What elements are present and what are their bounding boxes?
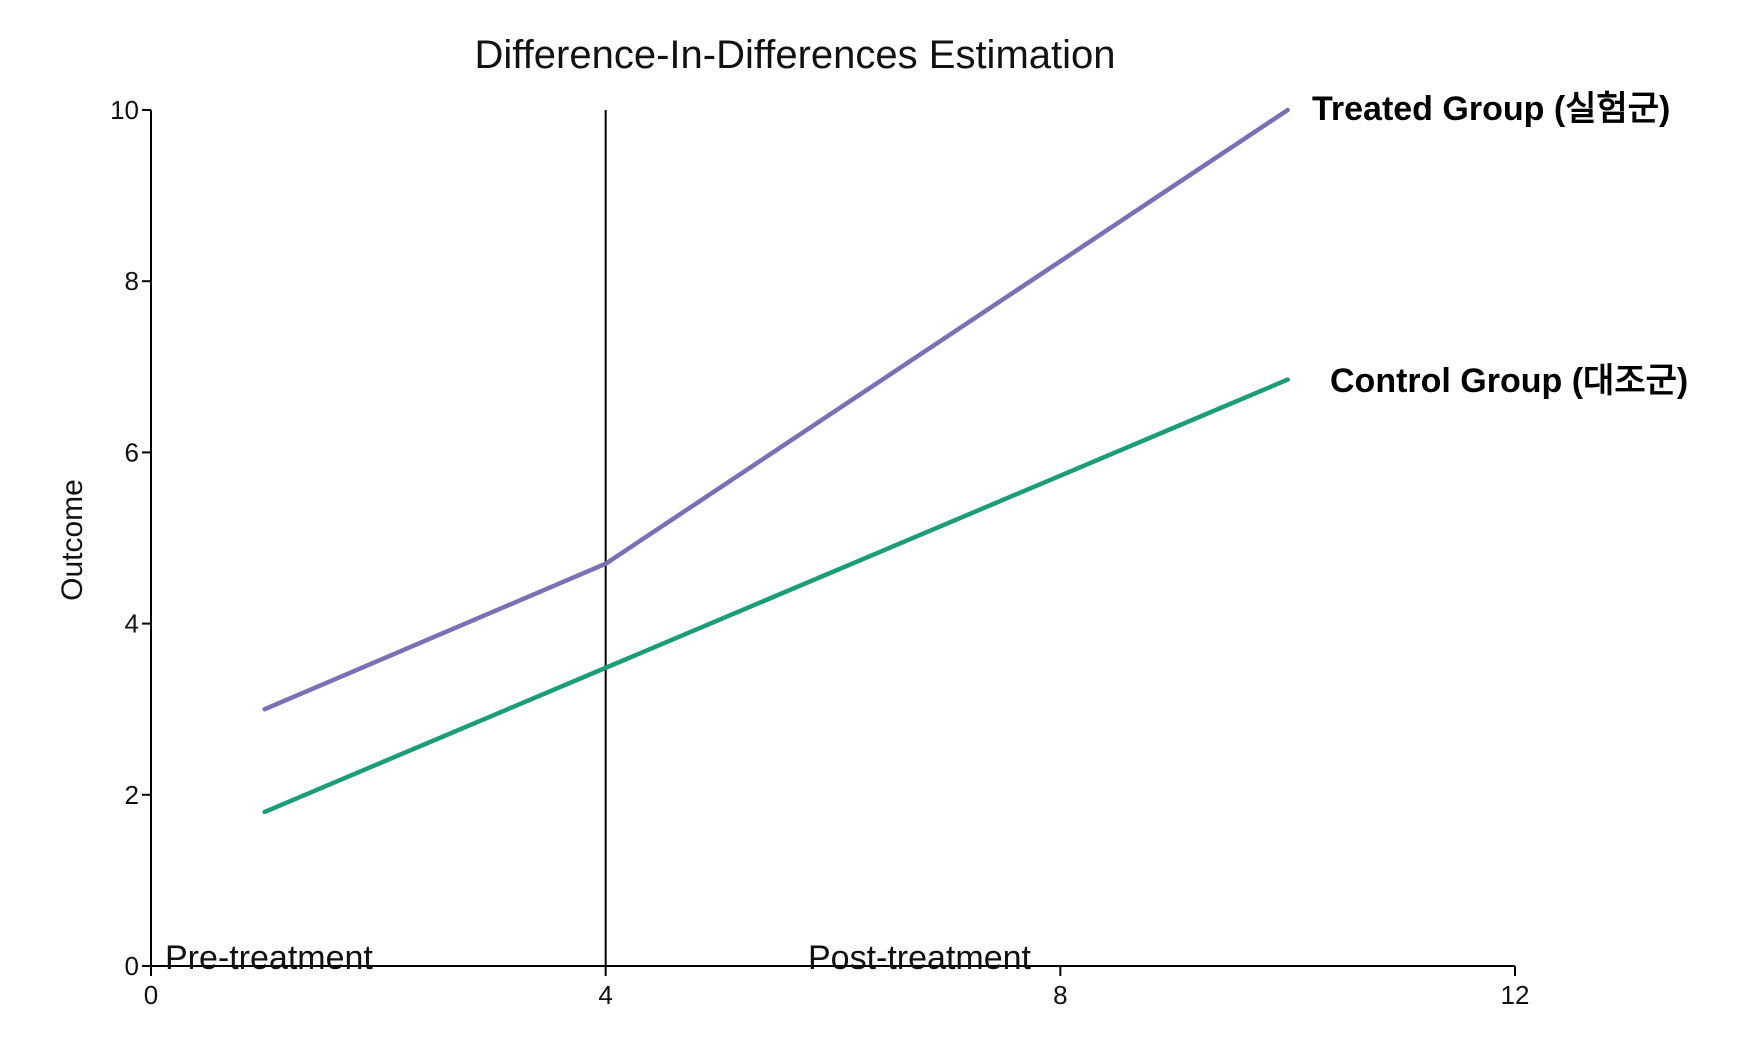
x-tick-label: 4 (598, 980, 612, 1010)
treated-group-label: Treated Group (실험군) (1312, 90, 1670, 128)
x-tick-label: 8 (1053, 980, 1067, 1010)
y-tick-label: 6 (125, 437, 139, 467)
x-tick-label: 12 (1501, 980, 1530, 1010)
y-axis-label: Outcome (56, 479, 89, 601)
marks-layer (262, 107, 1290, 966)
y-tick-label: 10 (110, 95, 139, 125)
treated-group-line (262, 107, 1290, 712)
pre-treatment-label: Pre-treatment (165, 939, 373, 977)
y-tick-label: 2 (125, 780, 139, 810)
control-group-line (262, 377, 1290, 815)
chart-title: Difference-In-Differences Estimation (474, 33, 1115, 77)
control-group-label: Control Group (대조군) (1330, 362, 1688, 400)
text-layer: Difference-In-Differences Estimation Out… (56, 33, 1688, 977)
axes-layer: 0 2 4 6 8 10 0 4 8 12 (110, 95, 1529, 1010)
post-treatment-label: Post-treatment (808, 939, 1032, 977)
x-tick-label: 0 (144, 980, 158, 1010)
y-tick-label: 4 (125, 609, 139, 639)
y-tick-label: 8 (125, 266, 139, 296)
y-tick-label: 0 (125, 951, 139, 981)
